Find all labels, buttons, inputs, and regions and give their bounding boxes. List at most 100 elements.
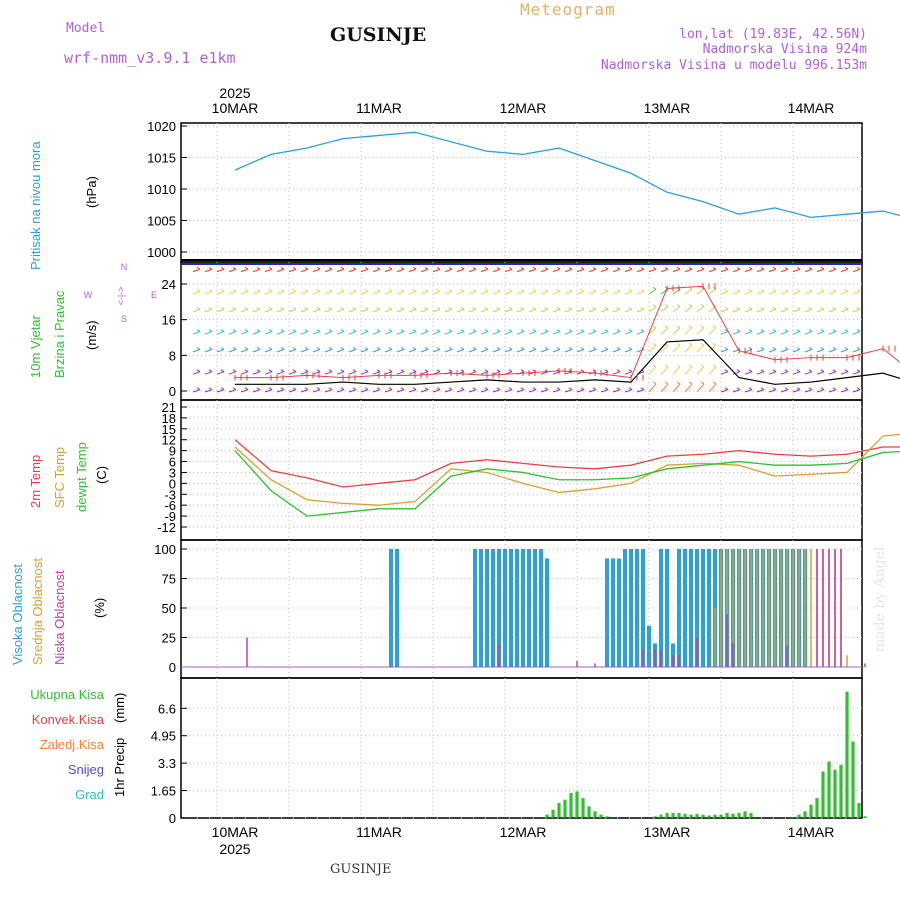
wind-arrow-head: [256, 329, 261, 332]
wind-arrow-head: [232, 266, 237, 270]
cloud-low-bar: [822, 549, 824, 667]
wind-arrow: [408, 331, 417, 335]
wind-arrow-head: [664, 304, 669, 307]
wind-arrow-head: [328, 289, 333, 292]
wind-arrow: [516, 331, 525, 335]
cloud-mid-bar: [846, 655, 848, 667]
wind-arrow: [228, 331, 237, 335]
cloud-low-bar: [660, 649, 662, 667]
wind-arrow: [624, 389, 633, 393]
cloud-low-bar: [726, 613, 728, 667]
wind-arrow-head: [436, 266, 441, 270]
precip-axis-label: 1hr Precip: [112, 738, 127, 797]
cloud-high-bar: [527, 549, 531, 667]
wind-arrow-head: [568, 387, 573, 391]
wind-arrow-head: [376, 306, 381, 310]
wind-arrow: [576, 389, 585, 393]
precip-bar: [665, 813, 669, 818]
wind-arrow: [624, 308, 633, 313]
x-tick-label-bottom: 11MAR: [356, 824, 402, 840]
wind-arrow-head: [196, 306, 201, 310]
cloud-low-bar: [864, 663, 866, 667]
wind-arrow-head: [352, 329, 357, 332]
wind-arrow-head: [280, 306, 285, 310]
wind-arrow-head: [688, 325, 693, 329]
wind-arrow: [852, 331, 861, 335]
wind-arrow: [600, 389, 609, 393]
wind-arrow: [624, 371, 633, 375]
wind-arrow-head: [748, 329, 753, 332]
wind-arrow: [576, 308, 585, 313]
wind-arrow-head: [760, 347, 765, 350]
wind-arrow: [504, 268, 513, 273]
wind-y-tick-label: 16: [162, 313, 176, 328]
wind-arrow-head: [628, 306, 633, 310]
wind-arrow-head: [712, 381, 717, 385]
wind-arrow: [444, 349, 453, 353]
precip-bar: [737, 813, 741, 818]
wind-arrow-head: [856, 369, 861, 373]
cloud-mid-bar: [750, 549, 752, 667]
x-tick-label-top: 10MAR: [212, 100, 259, 116]
wind-arrow-head: [844, 306, 849, 310]
wind-arrow-head: [448, 306, 453, 310]
wind-arrow-head: [796, 289, 801, 292]
wind-arrow-head: [820, 369, 825, 373]
wind-arrow-head: [712, 342, 717, 346]
precip-legend-item: Snijeg: [68, 762, 104, 777]
temperature-y-tick-label: 6: [169, 455, 176, 470]
wind-arrow-head: [460, 329, 465, 332]
wind-arrow: [684, 366, 693, 375]
wind-arrow: [828, 389, 837, 393]
wind-arrow-head: [556, 387, 561, 391]
wind-arrow: [732, 308, 741, 313]
pressure-y-tick-label: 1005: [147, 214, 176, 229]
footer-station: GUSINJE: [330, 862, 392, 877]
precip-bar: [809, 804, 813, 818]
x-tick-label-bottom: 12MAR: [500, 824, 547, 840]
wind-arrow-head: [820, 306, 825, 310]
wind-arrow-head: [808, 347, 813, 350]
cloud-high-bar: [659, 549, 663, 667]
precip-bar: [683, 813, 687, 818]
wind-arrow-head: [196, 329, 201, 332]
wind-arrow-head: [604, 266, 609, 270]
wind-arrow: [624, 290, 633, 295]
wind-arrow: [816, 389, 825, 393]
wind-arrow: [720, 308, 729, 313]
cloud-high-bar: [389, 549, 393, 667]
wind-arrow-head: [592, 266, 597, 270]
wind-arrow-head: [256, 266, 261, 270]
precip-bar: [557, 803, 561, 818]
wind-arrow: [756, 290, 765, 295]
wind-arrow: [720, 331, 729, 335]
wind-arrow-head: [232, 387, 237, 391]
wind-arrow: [612, 268, 621, 273]
temp2m-line: [234, 439, 900, 488]
wind-arrow: [492, 331, 501, 335]
wind-arrow: [540, 268, 549, 273]
compass-s: S: [121, 314, 127, 324]
wind-arrow-head: [436, 306, 441, 310]
wind-arrow: [684, 288, 693, 295]
wind-arrow: [480, 331, 489, 335]
wind-arrow: [252, 331, 261, 335]
wind-arrow-head: [856, 289, 861, 292]
cloud-high-bar: [689, 549, 693, 667]
wind-arrow-head: [400, 369, 405, 373]
wind-arrow-head: [472, 329, 477, 332]
wind-arrow-head: [820, 347, 825, 350]
wind-arrow-head: [220, 266, 225, 270]
cloud-high-bar: [611, 558, 615, 667]
wind-arrow: [612, 389, 621, 393]
wind-axis-label-1: 10m Vjetar: [28, 314, 43, 378]
x-tick-label-bottom: 10MAR: [212, 824, 259, 840]
wind-arrow: [216, 389, 225, 393]
cloud-mid-bar: [798, 549, 800, 667]
temperature-y-tick-label: 0: [169, 476, 176, 491]
wind-arrow: [576, 331, 585, 335]
wind-arrow-head: [652, 286, 657, 290]
wind-arrow: [792, 371, 801, 375]
wind-arrow-head: [196, 387, 201, 391]
